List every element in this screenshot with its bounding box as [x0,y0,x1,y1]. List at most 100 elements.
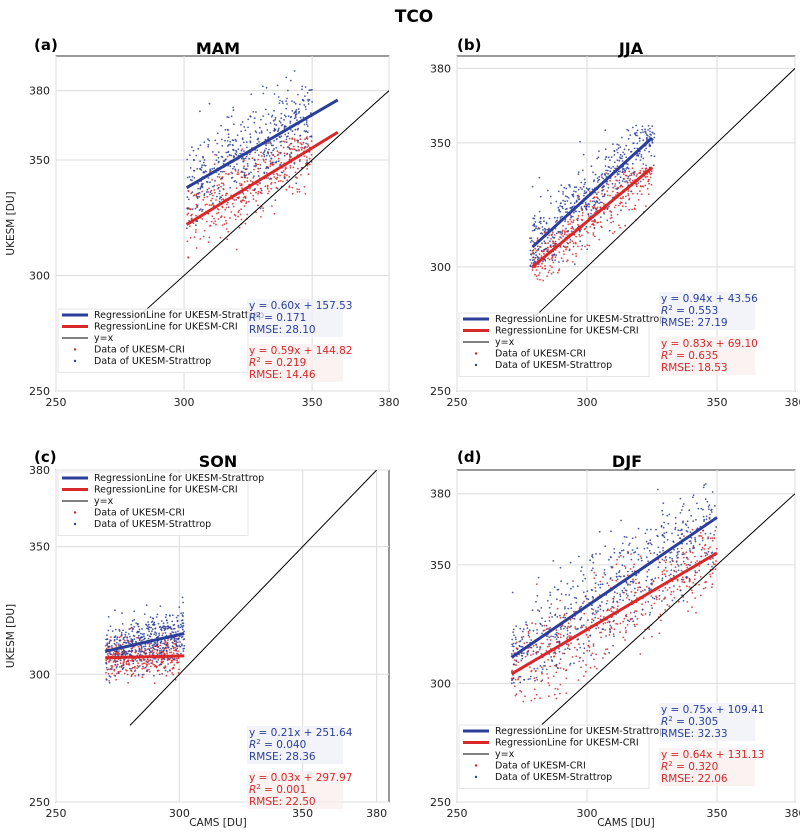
data-point-red [105,671,107,674]
data-point-red [172,652,175,655]
data-point-red [625,597,628,599]
data-point-blue [151,646,154,649]
data-point-blue [131,620,134,622]
data-point-blue [110,639,112,642]
regression-line-blue [185,98,339,189]
data-point-blue [206,181,209,184]
data-point-blue [548,217,551,220]
data-point-blue [549,591,552,594]
data-point-red [613,628,616,631]
data-point-red [530,699,533,702]
data-point-blue [607,172,609,175]
data-point-blue [532,256,535,259]
data-point-red [599,221,602,224]
data-point-red [524,695,526,698]
data-point-blue [536,255,539,258]
data-point-blue [662,513,664,516]
data-point-red [558,251,561,254]
data-point-blue [664,556,667,558]
data-point-blue [183,645,186,647]
data-point-blue [231,144,234,146]
data-point-red [145,660,148,662]
data-point-red [186,213,189,216]
data-point-blue [541,632,543,635]
data-point-blue [584,595,587,597]
data-point-blue [594,202,597,204]
data-point-blue [604,129,607,132]
data-point-blue [220,155,223,158]
data-point-red [546,246,549,249]
data-point-blue [212,185,214,188]
data-point-blue [590,569,593,572]
data-point-blue [641,608,644,611]
data-point-blue [278,120,281,123]
data-point-blue [160,620,163,622]
data-point-blue [554,240,557,243]
data-point-blue [146,661,149,664]
data-point-blue [521,657,524,660]
data-point-red [547,677,550,679]
data-point-red [561,652,564,655]
data-point-blue [269,141,272,144]
data-point-red [567,644,570,647]
data-point-blue [633,174,635,176]
data-point-blue [229,141,232,143]
data-point-red [252,177,255,179]
data-point-blue [648,614,651,616]
data-point-blue [571,194,574,197]
data-point-blue [649,539,652,542]
data-point-blue [277,129,280,131]
data-point-blue [275,146,278,149]
data-point-blue [237,148,240,151]
data-point-red [605,648,607,651]
data-point-red [262,207,264,210]
data-point-blue [627,137,630,140]
data-point-blue [165,643,168,646]
data-point-blue [198,191,201,194]
data-point-blue [630,190,633,193]
data-point-blue [677,529,680,531]
data-point-blue [176,647,179,650]
data-point-blue [526,627,529,630]
data-point-blue [612,186,615,189]
data-point-red [195,229,197,231]
data-point-red [524,655,527,658]
data-point-blue [637,558,640,561]
data-point-red [204,204,207,206]
data-point-blue [539,222,542,225]
data-point-red [240,184,243,187]
data-point-blue [636,154,638,157]
data-point-red [650,170,653,173]
data-point-red [549,246,552,248]
data-point-blue [559,566,562,569]
data-point-blue [148,649,151,652]
legend-box [57,471,249,536]
data-point-blue [278,135,281,138]
data-point-blue [603,572,606,574]
data-point-blue [253,121,256,124]
data-point-red [210,204,213,206]
data-point-red [575,235,577,238]
data-point-red [678,585,681,588]
data-point-blue [526,653,529,656]
data-point-red [556,271,559,274]
data-point-blue [129,635,131,638]
data-point-red [257,167,260,170]
data-point-blue [546,250,548,253]
data-point-red [602,657,604,659]
data-point-blue [533,253,535,255]
data-point-blue [613,154,616,156]
data-point-blue [111,630,114,632]
data-point-red [137,662,140,665]
data-point-red [622,195,624,198]
data-point-blue [554,636,556,639]
data-point-blue [525,621,527,623]
data-point-red [308,157,311,160]
data-point-blue [625,589,628,592]
data-point-blue [169,669,171,672]
data-point-blue [248,172,251,175]
data-point-blue [129,653,131,656]
data-point-blue [249,136,252,139]
data-point-red [587,644,590,647]
data-point-blue [137,666,140,668]
